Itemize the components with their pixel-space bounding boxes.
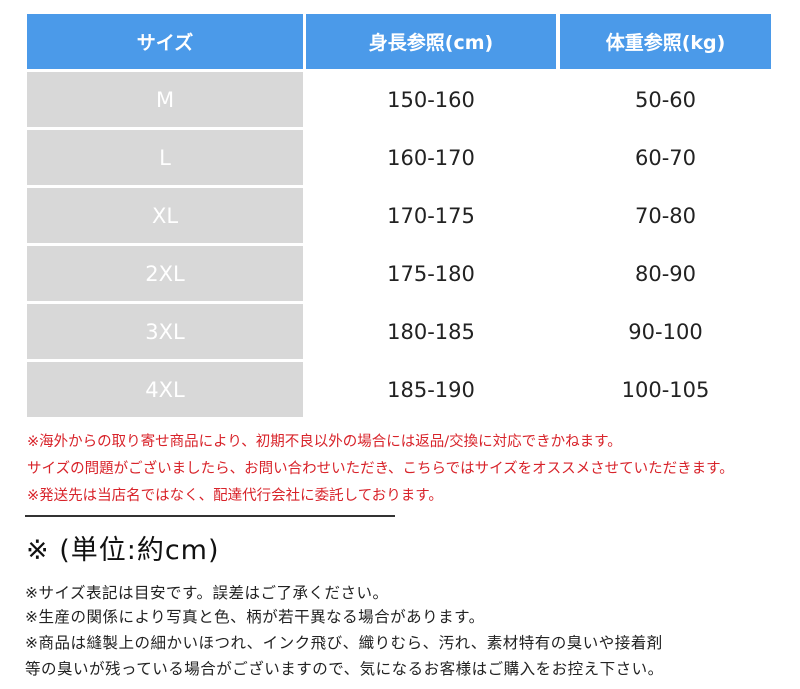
weight-cell: 50-60 [634, 87, 697, 112]
height-cell: 150-160 [387, 87, 475, 112]
warning-line: ※発送先は当店名ではなく、配達代行会社に委託しております。 [27, 488, 443, 504]
weight-cell: 60-70 [634, 145, 697, 170]
size-cell: 4XL [27, 362, 303, 417]
weight-cell: 80-90 [634, 261, 697, 286]
size-cell: XL [27, 188, 303, 243]
size-cell: L [27, 130, 303, 185]
table-row: 3XL 180-185 90-100 [27, 304, 771, 359]
size-cell: 3XL [27, 304, 303, 359]
weight-cell: 90-100 [628, 319, 703, 344]
table-row: L 160-170 60-70 [27, 130, 771, 185]
header-weight: 体重参照(kg) [560, 14, 771, 69]
warning-line: ※海外からの取り寄せ商品により、初期不良以外の場合には返品/交換に対応できかねま… [27, 434, 622, 450]
height-cell: 175-180 [387, 261, 475, 286]
table-row: M 150-160 50-60 [27, 72, 771, 127]
table-row: 4XL 185-190 100-105 [27, 362, 771, 417]
weight-cell: 100-105 [621, 377, 710, 402]
size-cell: 2XL [27, 246, 303, 301]
header-size: サイズ [27, 14, 303, 69]
note-line: ※サイズ表記は目安です。誤差はご了承ください。 [25, 584, 389, 602]
weight-cell: 70-80 [634, 203, 697, 228]
table-header-row: サイズ 身長参照(cm) 体重参照(kg) [27, 14, 771, 69]
height-cell: 185-190 [387, 377, 475, 402]
note-line: ※商品は縫製上の細かいほつれ、インク飛び、織りむら、汚れ、素材特有の臭いや接着剤 [25, 634, 663, 652]
height-cell: 160-170 [387, 145, 475, 170]
table-row: 2XL 175-180 80-90 [27, 246, 771, 301]
warning-line: サイズの問題がございましたら、お問い合わせいただき、こちらではサイズをオススメさ… [27, 461, 734, 477]
table-row: XL 170-175 70-80 [27, 188, 771, 243]
size-chart-table: サイズ 身長参照(cm) 体重参照(kg) M 150-160 50-60 L 160-… [27, 14, 771, 420]
note-line: ※生産の関係により写真と色、柄が若干異なる場合があります。 [25, 608, 485, 626]
height-cell: 180-185 [387, 319, 475, 344]
divider [25, 515, 395, 517]
note-line: 等の臭いが残っている場合がございますので、気になるお客様はご購入をお控え下さい。 [25, 660, 664, 678]
unit-label: ※ (単位:約cm) [26, 535, 220, 566]
height-cell: 170-175 [387, 203, 475, 228]
size-cell: M [27, 72, 303, 127]
header-height: 身長参照(cm) [306, 14, 556, 69]
